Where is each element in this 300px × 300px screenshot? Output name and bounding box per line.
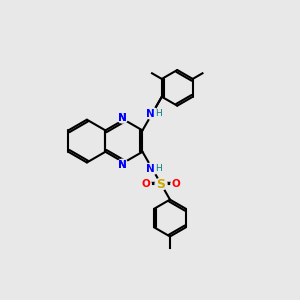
Circle shape bbox=[155, 178, 167, 190]
Text: H: H bbox=[155, 164, 162, 173]
Text: S: S bbox=[157, 178, 166, 190]
Text: N: N bbox=[146, 109, 155, 118]
Circle shape bbox=[117, 112, 128, 123]
Circle shape bbox=[141, 179, 151, 189]
Circle shape bbox=[171, 179, 181, 189]
Circle shape bbox=[146, 163, 158, 175]
Circle shape bbox=[117, 159, 128, 170]
Text: N: N bbox=[118, 160, 127, 170]
Text: N: N bbox=[146, 164, 155, 174]
Text: N: N bbox=[118, 160, 127, 170]
Text: N: N bbox=[118, 112, 127, 123]
Text: O: O bbox=[172, 179, 180, 189]
Text: O: O bbox=[142, 179, 151, 189]
Circle shape bbox=[146, 108, 158, 119]
Text: H: H bbox=[155, 109, 162, 118]
Text: N: N bbox=[118, 112, 127, 123]
